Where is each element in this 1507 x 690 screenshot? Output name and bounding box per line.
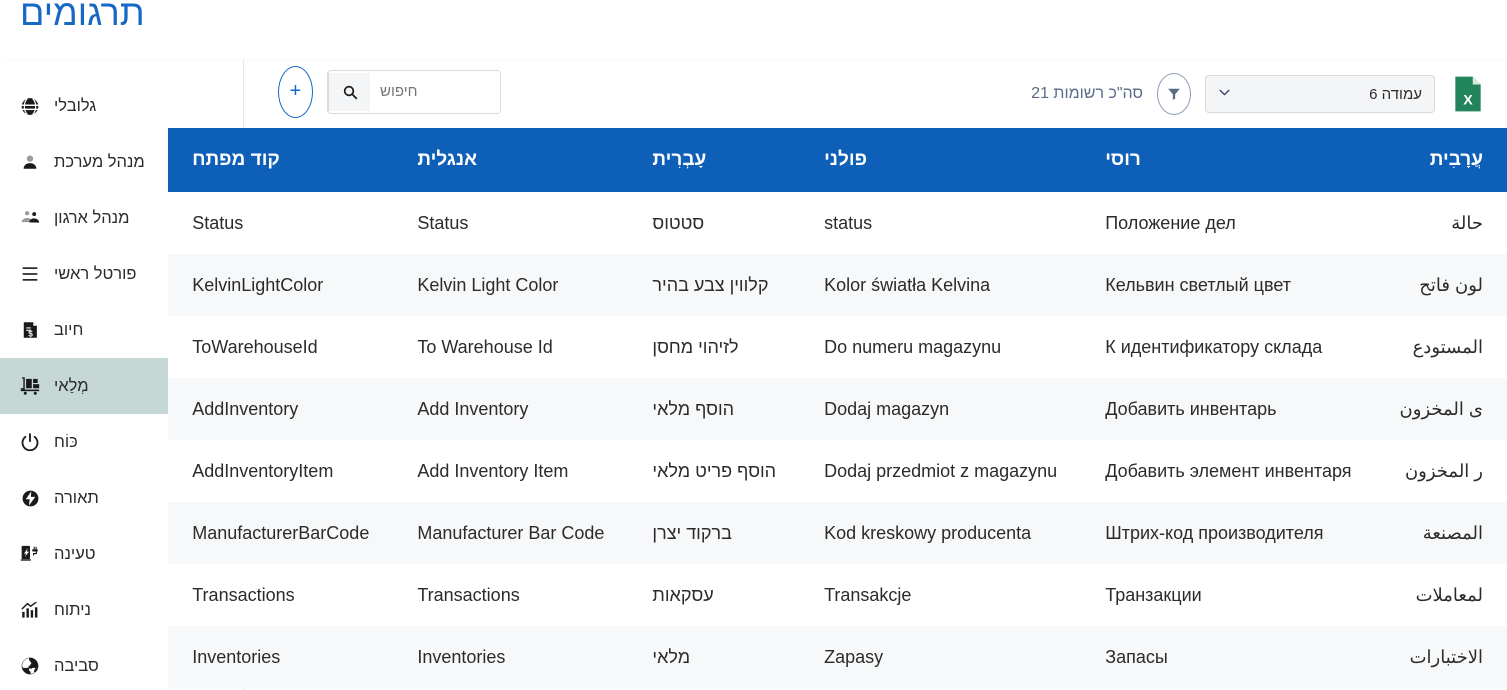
svg-text:$: $ <box>28 330 33 339</box>
svg-text:X: X <box>1463 92 1473 108</box>
